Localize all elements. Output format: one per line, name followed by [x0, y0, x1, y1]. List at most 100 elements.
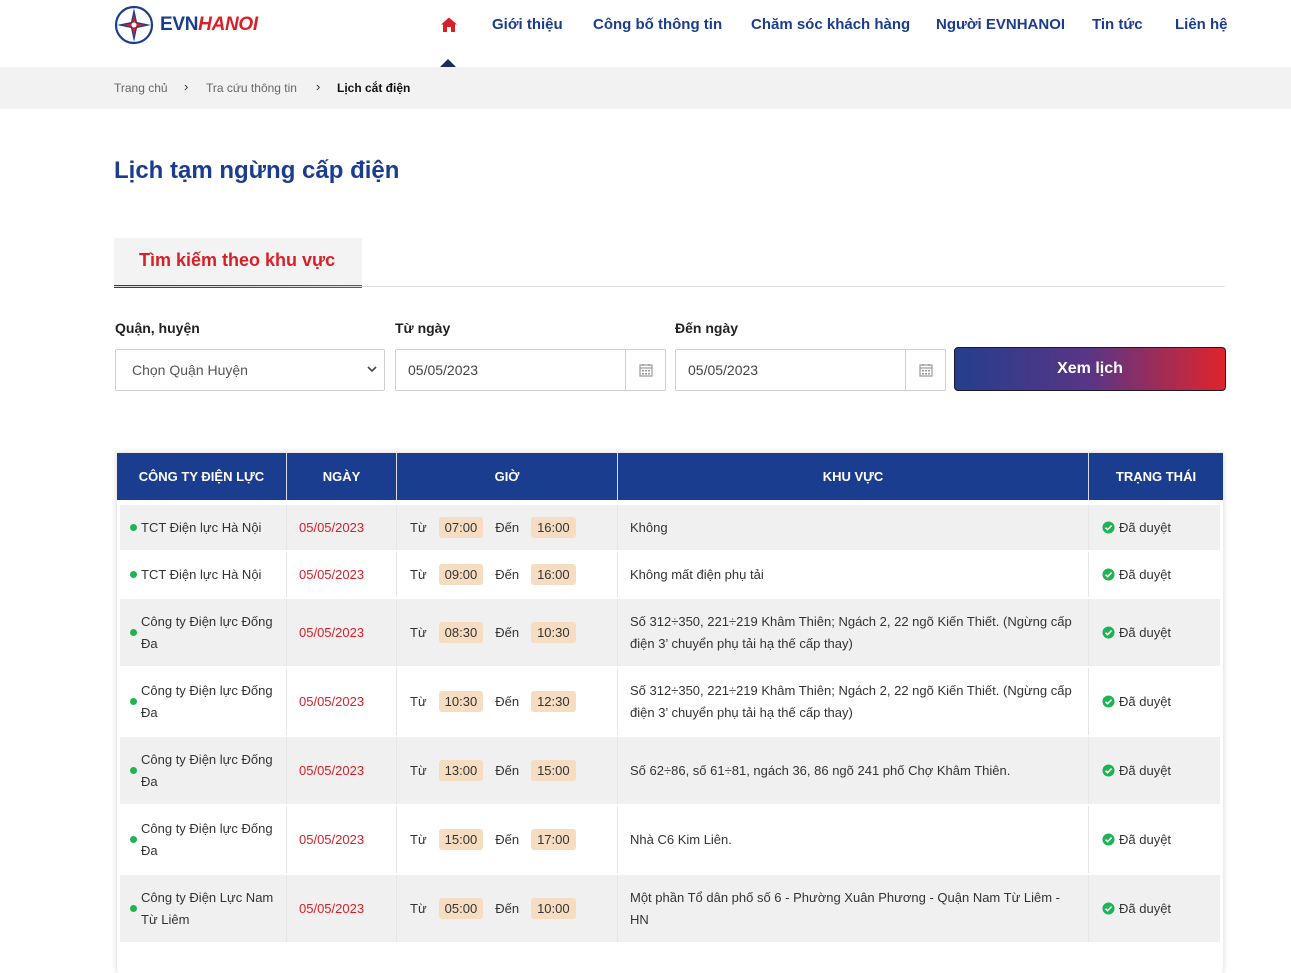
area-cell: Nhà C6 Kim Liên.: [618, 806, 1089, 873]
company-cell: TCT Điện lực Hà Nội: [120, 505, 287, 550]
start-time: 13:00: [438, 760, 484, 781]
active-dot-icon: [130, 698, 137, 705]
chevron-down-icon: [367, 366, 377, 373]
end-time: 10:00: [531, 898, 576, 919]
date-cell: 05/05/2023: [287, 806, 397, 873]
table-row: TCT Điện lực Hà Nội 05/05/2023 Từ 07:00 Đến 1…: [120, 505, 1220, 550]
from-date-label: Từ ngày: [395, 320, 451, 336]
outage-schedule-table: CÔNG TY ĐIỆN LỰC NGÀY GIỜ KHU VỰC TRẠNG …: [117, 453, 1223, 973]
check-circle-icon: [1102, 833, 1115, 846]
status-cell: Đã duyệt: [1089, 806, 1220, 873]
company-name: Công ty Điện lực Đống Đa: [141, 820, 273, 858]
time-cell: Từ 08:30 Đến 10:30: [397, 599, 618, 666]
from-date-calendar-button[interactable]: [625, 350, 665, 390]
area-text: Nhà C6 Kim Liên.: [630, 831, 732, 847]
breadcrumb-lookup[interactable]: Tra cứu thông tin: [206, 81, 297, 95]
check-circle-icon: [1102, 626, 1115, 639]
area-text: Số 62÷86, số 61÷81, ngách 36, 86 ngõ 241…: [630, 762, 1011, 778]
tab-area-search[interactable]: Tìm kiếm theo khu vực: [114, 238, 362, 288]
district-label: Quận, huyện: [115, 320, 200, 336]
nav-nguoi-evnhanoi[interactable]: Người EVNHANOI: [936, 16, 1066, 33]
breadcrumb-current: Lịch cắt điện: [337, 81, 411, 95]
view-schedule-button[interactable]: Xem lịch: [954, 347, 1226, 391]
active-dot-icon: [130, 905, 137, 912]
from-word: Từ: [410, 567, 427, 582]
column-header-status: TRẠNG THÁI: [1115, 469, 1197, 484]
nav-tin-tuc[interactable]: Tin tức: [1092, 16, 1143, 33]
from-word: Từ: [410, 901, 427, 916]
breadcrumb-home[interactable]: Trang chủ: [114, 81, 168, 95]
to-date-input[interactable]: [676, 350, 906, 390]
logo-evn-text: EVN: [160, 14, 199, 35]
from-word: Từ: [410, 520, 427, 535]
time-cell: Từ 09:00 Đến 16:00: [397, 552, 618, 597]
company-cell: Công ty Điện Lực Nam Từ Liêm: [120, 875, 287, 942]
status-badge: Đã duyệt: [1119, 832, 1172, 847]
date-cell: 05/05/2023: [287, 552, 397, 597]
table-header: CÔNG TY ĐIỆN LỰC NGÀY GIỜ KHU VỰC TRẠNG …: [117, 453, 1223, 500]
date-cell: 05/05/2023: [287, 599, 397, 666]
status-cell: Đã duyệt: [1089, 552, 1220, 597]
district-select-value: Chọn Quận Huyện: [132, 362, 248, 378]
evnhanoi-logo[interactable]: EVNHANOI: [114, 5, 258, 45]
check-circle-icon: [1102, 568, 1115, 581]
to-date-calendar-button[interactable]: [905, 350, 945, 390]
nav-lien-he[interactable]: Liên hệ: [1175, 16, 1228, 33]
to-word: Đến: [495, 901, 520, 916]
area-cell: Số 312÷350, 221÷219 Khâm Thiên; Ngách 2,…: [618, 599, 1089, 666]
tab-area-search-label: Tìm kiếm theo khu vực: [139, 250, 336, 270]
tab-divider: [114, 286, 1225, 287]
time-cell: Từ 15:00 Đến 17:00: [397, 806, 618, 873]
from-date-field: [395, 349, 666, 391]
area-text: Số 312÷350, 221÷219 Khâm Thiên; Ngách 2,…: [630, 613, 1072, 651]
area-cell: Không mất điện phụ tải: [618, 552, 1089, 597]
nav-gioi-thieu[interactable]: Giới thiệu: [492, 16, 563, 33]
to-word: Đến: [495, 625, 520, 640]
area-cell: Số 312÷350, 221÷219 Khâm Thiên; Ngách 2,…: [618, 668, 1089, 735]
nav-cong-bo-thong-tin[interactable]: Công bố thông tin: [593, 16, 723, 33]
breadcrumb: Trang chủ › Tra cứu thông tin › Lịch cắt…: [0, 67, 1291, 109]
evn-emblem-icon: [114, 5, 154, 45]
date-cell: 05/05/2023: [287, 505, 397, 550]
table-row: Công ty Điện Lực Nam Từ Liêm 05/05/2023 Từ…: [120, 875, 1220, 942]
company-name: TCT Điện lực Hà Nội: [141, 519, 262, 535]
district-select[interactable]: Chọn Quận Huyện: [115, 349, 385, 391]
area-cell: Một phần Tổ dân phố số 6 - Phường Xuân P…: [618, 875, 1089, 942]
start-time: 09:00: [438, 564, 484, 585]
chevron-right-icon: ›: [184, 79, 189, 94]
status-cell: Đã duyệt: [1089, 505, 1220, 550]
date-cell: 05/05/2023: [287, 737, 397, 804]
date-cell: 05/05/2023: [287, 875, 397, 942]
start-time: 08:30: [438, 622, 484, 643]
to-word: Đến: [495, 832, 520, 847]
table-row: TCT Điện lực Hà Nội 05/05/2023 Từ 09:00 Đến 1…: [120, 552, 1220, 597]
logo-hanoi-text: HANOI: [198, 14, 258, 35]
home-icon[interactable]: [440, 16, 458, 34]
column-header-area: KHU VỰC: [618, 453, 1089, 500]
area-text: Một phần Tổ dân phố số 6 - Phường Xuân P…: [630, 889, 1061, 927]
calendar-icon: [918, 364, 933, 377]
status-badge: Đã duyệt: [1119, 901, 1172, 916]
calendar-icon: [638, 364, 653, 377]
area-text: Số 312÷350, 221÷219 Khâm Thiên; Ngách 2,…: [630, 682, 1072, 720]
to-word: Đến: [495, 763, 520, 778]
nav-cham-soc-khach-hang[interactable]: Chăm sóc khách hàng: [751, 16, 911, 33]
company-name: TCT Điện lực Hà Nội: [141, 566, 262, 582]
check-circle-icon: [1102, 695, 1115, 708]
status-cell: Đã duyệt: [1089, 668, 1220, 735]
start-time: 15:00: [438, 829, 484, 850]
start-time: 10:30: [438, 691, 484, 712]
logo-wordmark: EVNHANOI: [160, 14, 258, 36]
site-header: EVNHANOI Giới thiệu Công bố thông tin Ch…: [0, 0, 1291, 67]
company-cell: Công ty Điện lực Đống Đa: [120, 806, 287, 873]
to-word: Đến: [495, 520, 520, 535]
company-name: Công ty Điện lực Đống Đa: [141, 682, 273, 720]
to-word: Đến: [495, 694, 520, 709]
from-date-input[interactable]: [396, 350, 626, 390]
active-dot-icon: [130, 767, 137, 774]
area-text: Không mất điện phụ tải: [630, 566, 764, 582]
active-dot-icon: [130, 524, 137, 531]
status-badge: Đã duyệt: [1119, 520, 1172, 535]
status-badge: Đã duyệt: [1119, 567, 1172, 582]
end-time: 12:30: [531, 691, 576, 712]
